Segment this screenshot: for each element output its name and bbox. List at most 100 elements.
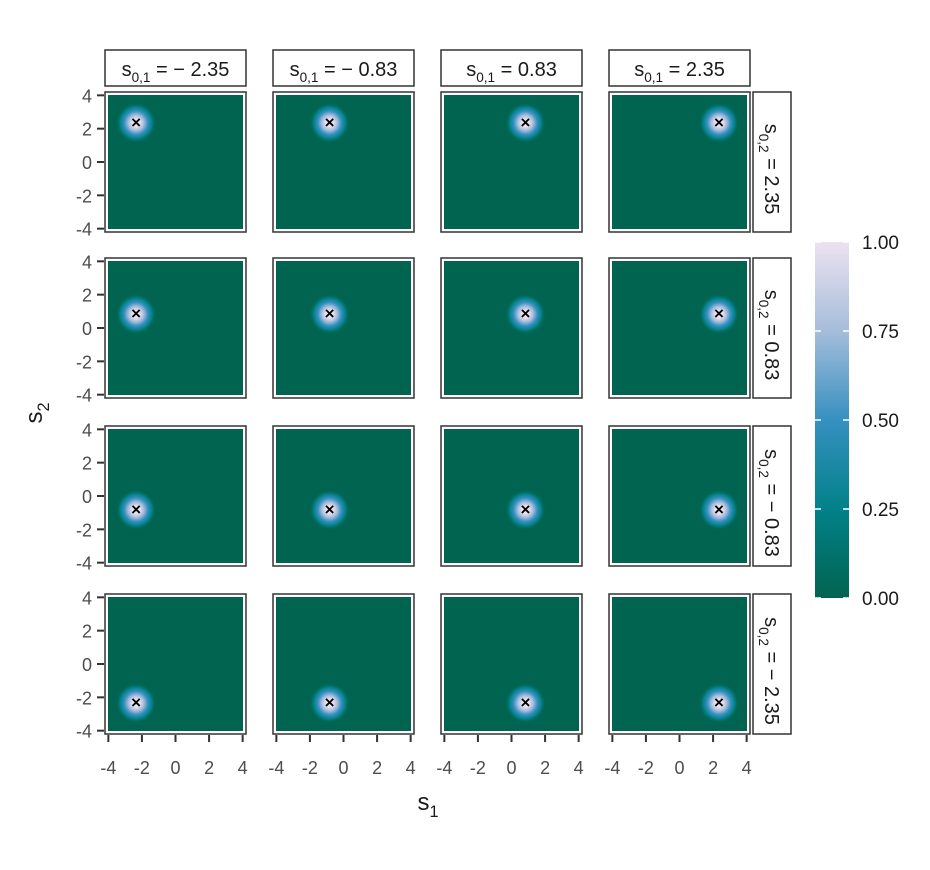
x-tick-label: -4	[436, 758, 452, 778]
y-tick-label: 2	[82, 454, 92, 474]
density-blob	[505, 293, 546, 335]
row-strip-label: s0,2 = − 0.83	[756, 449, 782, 557]
column-strip-label: s0,1 = 2.35	[634, 59, 725, 85]
y-tick-label: 0	[82, 153, 92, 173]
strip-box	[608, 49, 751, 87]
density-blob	[115, 102, 157, 144]
y-tick-label: -4	[76, 722, 92, 742]
y-tick-label: 2	[82, 622, 92, 642]
y-tick-label: -4	[76, 386, 92, 406]
y-tick-label: -4	[76, 220, 92, 240]
y-tick-label: -2	[76, 520, 92, 540]
facet-panel: ×	[440, 593, 583, 735]
y-tick-label: 0	[82, 655, 92, 675]
density-blob	[698, 489, 740, 531]
x-tick-label: -2	[134, 758, 150, 778]
density-blob	[115, 489, 157, 531]
strip-box	[104, 49, 247, 87]
row-strip-label: s0,2 = 0.83	[756, 290, 782, 381]
row-strip: s0,2 = − 0.83	[752, 425, 792, 567]
colorbar-tick-label: 0.25	[862, 500, 899, 521]
strip-box	[752, 425, 792, 567]
center-marker: ×	[520, 500, 530, 519]
column-strip: s0,1 = − 0.83	[272, 49, 415, 87]
center-marker: ×	[131, 693, 141, 712]
density-blob	[505, 682, 546, 724]
row-strip: s0,2 = 0.83	[752, 257, 792, 399]
density-blob	[309, 489, 350, 531]
column-strip: s0,1 = − 2.35	[104, 49, 247, 87]
y-tick-label: 2	[82, 286, 92, 306]
facet-panel: ×	[440, 425, 583, 567]
x-tick-label: 4	[238, 758, 248, 778]
x-tick-label: 2	[372, 758, 382, 778]
colorbar-tick-label: 0.00	[862, 589, 899, 610]
row-strip-label: s0,2 = − 2.35	[756, 617, 782, 725]
x-tick-label: -2	[302, 758, 318, 778]
x-tick-label: 2	[708, 758, 718, 778]
strip-box	[752, 257, 792, 399]
facet-panel: ×	[608, 425, 751, 567]
center-marker: ×	[131, 500, 141, 519]
density-blob	[115, 293, 157, 335]
density-blob	[698, 682, 740, 724]
facet-panel: ×	[104, 425, 247, 567]
facet-panel: ×	[440, 91, 583, 233]
row-strip-label: s0,2 = 2.35	[756, 124, 782, 215]
facet-panel: ×	[440, 257, 583, 399]
column-strip-label: s0,1 = − 2.35	[122, 59, 230, 85]
y-tick-label: -2	[76, 352, 92, 372]
center-marker: ×	[131, 304, 141, 323]
y-axis-title: s2	[21, 402, 53, 423]
y-tick-label: 0	[82, 487, 92, 507]
strip-box	[752, 593, 792, 735]
facet-panel: ×	[608, 91, 751, 233]
y-tick-label: 4	[82, 252, 92, 272]
y-tick-label: 4	[82, 86, 92, 106]
column-strip: s0,1 = 0.83	[440, 49, 583, 87]
y-tick-label: -4	[76, 554, 92, 574]
x-tick-label: 2	[204, 758, 214, 778]
column-strip-label: s0,1 = − 0.83	[290, 59, 398, 85]
y-tick-label: -2	[76, 688, 92, 708]
center-marker: ×	[325, 304, 335, 323]
facet-panel: ×	[272, 593, 415, 735]
x-axis-title: s1	[417, 789, 438, 821]
density-blob	[698, 102, 740, 144]
x-tick-label: -4	[100, 758, 116, 778]
row-strip: s0,2 = − 2.35	[752, 593, 792, 735]
y-tick-label: 4	[82, 420, 92, 440]
strip-box	[440, 49, 583, 87]
y-tick-label: 2	[82, 120, 92, 140]
x-tick-label: 0	[170, 758, 180, 778]
density-blob	[115, 682, 157, 724]
center-marker: ×	[131, 113, 141, 132]
facet-panel: ×	[608, 593, 751, 735]
center-marker: ×	[325, 693, 335, 712]
center-marker: ×	[714, 693, 724, 712]
center-marker: ×	[714, 304, 724, 323]
center-marker: ×	[520, 693, 530, 712]
colorbar-tick-label: 0.50	[862, 411, 899, 432]
center-marker: ×	[714, 113, 724, 132]
x-tick-label: -2	[638, 758, 654, 778]
column-strip-label: s0,1 = 0.83	[466, 59, 557, 85]
x-tick-label: 0	[338, 758, 348, 778]
x-tick-label: 4	[574, 758, 584, 778]
x-tick-label: -4	[604, 758, 620, 778]
y-tick-label: 4	[82, 588, 92, 608]
y-tick-label: -2	[76, 186, 92, 206]
strip-box	[272, 49, 415, 87]
colorbar-tick-label: 0.75	[862, 322, 899, 343]
x-tick-label: 4	[742, 758, 752, 778]
x-tick-label: -4	[268, 758, 284, 778]
center-marker: ×	[520, 113, 530, 132]
center-marker: ×	[325, 113, 335, 132]
x-tick-label: -2	[470, 758, 486, 778]
column-strip: s0,1 = 2.35	[608, 49, 751, 87]
center-marker: ×	[714, 500, 724, 519]
facet-panel: ×	[272, 257, 415, 399]
x-tick-label: 2	[540, 758, 550, 778]
facet-panel: ×	[104, 593, 247, 735]
